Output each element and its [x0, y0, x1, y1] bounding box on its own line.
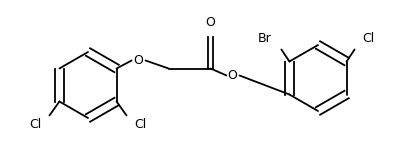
Text: O: O — [205, 15, 215, 28]
Text: Cl: Cl — [29, 118, 41, 131]
Text: Cl: Cl — [134, 118, 147, 131]
Text: O: O — [227, 69, 237, 82]
Text: Br: Br — [257, 33, 271, 46]
Text: O: O — [133, 54, 143, 67]
Text: Cl: Cl — [362, 33, 374, 46]
